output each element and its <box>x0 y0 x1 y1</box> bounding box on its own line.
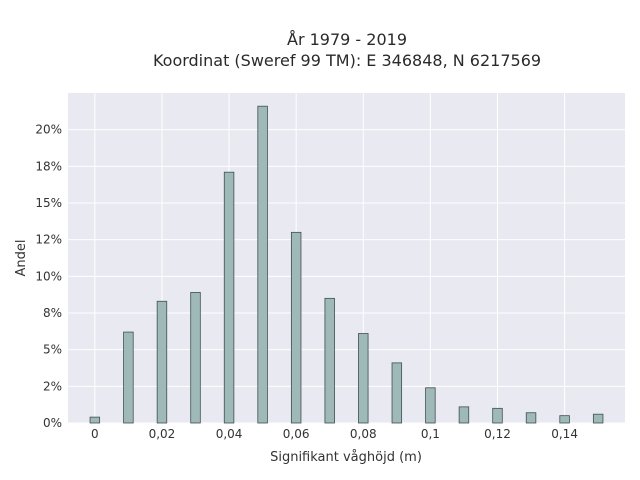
y-tick-label: 15% <box>35 196 62 210</box>
bar <box>492 407 503 424</box>
y-tick-label: 10% <box>35 269 62 283</box>
bar <box>559 415 570 424</box>
bar <box>89 416 101 424</box>
bar <box>425 387 436 424</box>
bar <box>525 412 537 424</box>
x-tick-label: 0,02 <box>149 427 176 441</box>
bar <box>123 331 134 424</box>
x-axis-label: Signifikant våghöjd (m) <box>270 450 422 465</box>
bar <box>257 105 268 424</box>
x-tick-label: 0,1 <box>421 427 440 441</box>
y-tick-label: 18% <box>35 159 62 173</box>
plot-area <box>68 93 625 423</box>
x-tick-label: 0,06 <box>283 427 310 441</box>
bar <box>190 292 201 424</box>
y-axis-label: Andel <box>14 240 29 277</box>
bars <box>89 105 604 424</box>
x-tick-label: 0,14 <box>551 427 578 441</box>
y-tick-label: 0% <box>43 416 62 430</box>
x-axis-ticks: 0 0,02 0,04 0,06 0,08 0,1 0,12 0,14 <box>91 427 578 441</box>
bar <box>324 297 335 424</box>
bar <box>223 171 235 424</box>
bar <box>592 413 604 424</box>
chart-title: År 1979 - 2019 <box>287 30 407 49</box>
bar <box>290 231 302 424</box>
chart-subtitle: Koordinat (Sweref 99 TM): E 346848, N 62… <box>153 51 541 70</box>
y-tick-label: 12% <box>35 233 62 247</box>
x-tick-label: 0,12 <box>484 427 511 441</box>
y-tick-label: 2% <box>43 379 62 393</box>
x-tick-label: 0 <box>91 427 99 441</box>
y-axis-ticks: 0% 2% 5% 8% 10% 12% 15% 18% 20% <box>35 123 62 430</box>
x-tick-label: 0,04 <box>216 427 243 441</box>
y-tick-label: 8% <box>43 306 62 320</box>
x-tick-label: 0,08 <box>350 427 377 441</box>
bar <box>156 300 168 424</box>
bar <box>358 333 369 424</box>
bar <box>458 406 470 424</box>
bar <box>391 362 403 424</box>
y-tick-label: 20% <box>35 123 62 137</box>
y-tick-label: 5% <box>43 343 62 357</box>
